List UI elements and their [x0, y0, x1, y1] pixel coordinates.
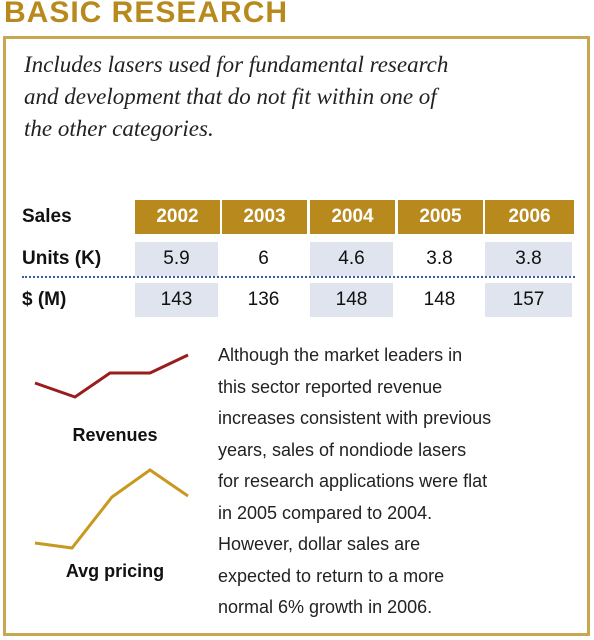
- description-line: Includes lasers used for fundamental res…: [24, 52, 449, 77]
- table-cell: 3.8: [398, 242, 481, 276]
- table-cell: 6: [222, 242, 305, 276]
- table-header-cell: 2004: [310, 200, 395, 234]
- table-cell: 3.8: [485, 242, 572, 276]
- body-line: Although the market leaders in: [218, 345, 463, 365]
- body-line: normal 6% growth in 2006.: [218, 597, 433, 617]
- row-divider: [22, 276, 575, 278]
- table-cell: 5.9: [135, 242, 218, 276]
- table-header-cell: 2003: [222, 200, 307, 234]
- description-line: the other categories.: [24, 116, 214, 141]
- table-cell: 136: [222, 283, 305, 317]
- body-line: this sector reported revenue: [218, 376, 443, 397]
- table-cell: 148: [310, 283, 393, 317]
- table-header-cell: 2002: [135, 200, 220, 234]
- table-cell: 157: [485, 283, 572, 317]
- body-line: increases consistent with previous: [218, 408, 492, 428]
- body-line: However, dollar sales are: [218, 534, 421, 554]
- sparkline-label: Avg pricing: [65, 561, 165, 581]
- body-line: in 2005 compared to 2004.: [218, 502, 433, 523]
- table-cell: 143: [135, 283, 218, 317]
- title: BASIC RESEARCH: [4, 0, 289, 29]
- row-label: Units (K): [22, 242, 132, 276]
- body-line: years, sales of nondiode lasers: [218, 439, 467, 460]
- frame: [3, 36, 590, 636]
- row-label: $ (M): [22, 283, 132, 317]
- table-header-cell: Sales: [22, 200, 134, 234]
- table-header-cell: 2005: [398, 200, 483, 234]
- table-header-cell: 2006: [485, 200, 574, 234]
- sparkline-label: Revenues: [72, 425, 158, 445]
- description-line: and development that do not fit within o…: [24, 84, 437, 109]
- revenue-sparkline: [34, 353, 189, 399]
- pricing-sparkline: [34, 468, 189, 550]
- table-cell: 4.6: [310, 242, 393, 276]
- body-line: for research applications were flat: [218, 471, 488, 491]
- body-line: expected to return to a more: [218, 565, 445, 586]
- table-cell: 148: [398, 283, 481, 317]
